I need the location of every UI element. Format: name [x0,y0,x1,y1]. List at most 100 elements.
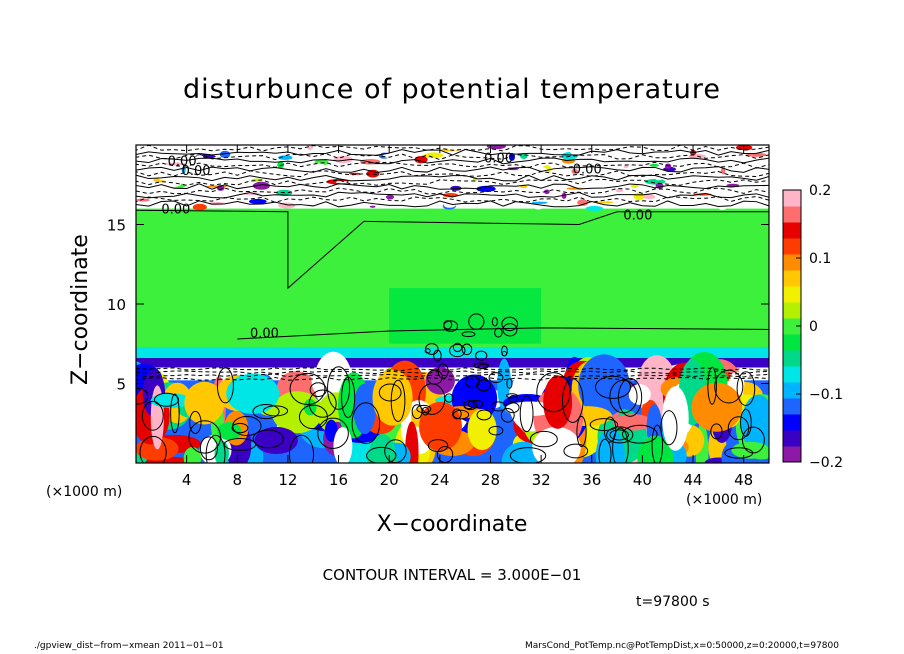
colorbar-segment [783,206,801,223]
plume-contour [452,342,463,353]
footer-right: MarsCond_PotTemp.nc@PotTempDist,x=0:5000… [525,641,839,651]
upper-cell [673,183,688,190]
contour-line [136,200,769,208]
contour-lines [136,145,769,463]
contour-line [136,367,769,372]
colorbar-segment [783,190,801,207]
lower-contour [262,405,289,417]
upper-cell [615,188,624,193]
upper-cell [533,205,543,210]
upper-cell [486,145,506,150]
upper-cell [577,199,589,206]
contour-line [136,166,769,173]
upper-cell [153,153,166,158]
x-tick-label: 44 [683,471,702,489]
lower-contour [366,446,397,463]
lower-contour [154,392,180,407]
footer-left: ./gpview_dist−from−xmean 2011−01−01 [34,641,224,651]
x-tick-label: 28 [481,471,500,489]
contour-line [136,191,769,199]
contour-label: 0.00 [573,163,602,178]
convective-cell [467,409,497,451]
upper-cell [508,153,515,161]
convective-cell [324,419,338,442]
upper-cell [595,201,615,204]
contour-labels: 0.000.000.000.000.000.000.00 [161,151,652,341]
colorbar-segment [783,366,801,383]
upper-cell [385,194,395,200]
upper-cell [382,153,402,159]
time-text: t=97800 s [636,594,710,610]
x-tick-label: 48 [734,471,753,489]
lower-contour [188,420,222,454]
convective-cell [184,381,225,425]
plume-contour [501,316,519,332]
upper-cell [277,161,285,169]
lower-contour [651,424,664,463]
lower-contour [617,377,643,417]
lower-contour [707,366,717,405]
lower-contour [288,434,315,463]
upper-cell [515,146,536,152]
contour-label: 0.00 [623,209,652,224]
x-tick-label: 16 [329,471,348,489]
convective-cell [504,401,556,417]
y-tick-label: 15 [107,217,126,235]
colorbar-segment [783,302,801,319]
upper-cell [664,163,672,169]
lower-contour [606,426,634,444]
convective-cell [372,369,413,426]
upper-cell [644,178,666,185]
colorbar-segment [783,238,801,255]
colorbar-segment [783,334,801,351]
x-tick-label: 12 [278,471,297,489]
lower-contour [378,383,402,402]
lower-contour [351,402,381,445]
upper-cell [476,185,496,192]
lower-contour [223,437,257,451]
upper-cell [136,198,150,202]
plume-contour [500,407,515,423]
plume-contour [475,350,488,361]
lower-contour [205,434,226,463]
y-unit-label: (×1000 m) [46,484,123,500]
upper-cell [501,165,519,168]
lower-contour [603,416,617,443]
upper-cell [154,169,162,176]
upper-cell [633,189,645,193]
plume-contour [476,409,492,421]
x-tick-label: 4 [182,471,192,489]
upper-cell [720,167,726,175]
upper-cell [543,189,550,195]
contour-label: 0.00 [484,151,513,166]
plume-contour [506,393,518,399]
y-tick-label: 10 [107,296,126,314]
x-unit-label: (×1000 m) [686,492,763,508]
upper-cell [630,184,639,189]
lower-contour [594,375,632,399]
plume-contour [491,317,498,327]
colorbar-tick-label: −0.1 [809,387,843,403]
y-tick-label: 5 [116,376,126,394]
colorbar-segment [783,318,801,335]
plume-contour [416,404,432,414]
lower-contour [232,416,262,437]
upper-cell [192,203,207,211]
plume-contour [502,323,518,337]
lower-contour [139,435,167,463]
upper-cell [571,168,578,174]
upper-cell [157,165,166,168]
upper-cell [439,182,453,186]
upper-cell [497,172,505,180]
lower-contour [529,430,558,448]
x-tick-label: 32 [532,471,551,489]
x-tick-label: 40 [633,471,652,489]
upper-cell [313,163,326,171]
upper-cell [649,163,660,167]
colorbar-tick-label: −0.2 [809,455,843,471]
plume-contour [452,409,470,420]
lower-contour [231,422,249,434]
plume-contour [443,320,459,332]
lower-contour [660,410,678,446]
contour-line [136,178,769,186]
